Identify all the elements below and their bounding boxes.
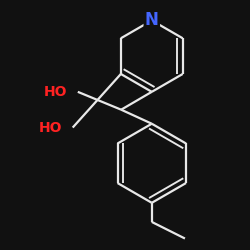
- Text: HO: HO: [39, 120, 62, 134]
- Text: N: N: [145, 12, 159, 30]
- Text: HO: HO: [44, 85, 68, 99]
